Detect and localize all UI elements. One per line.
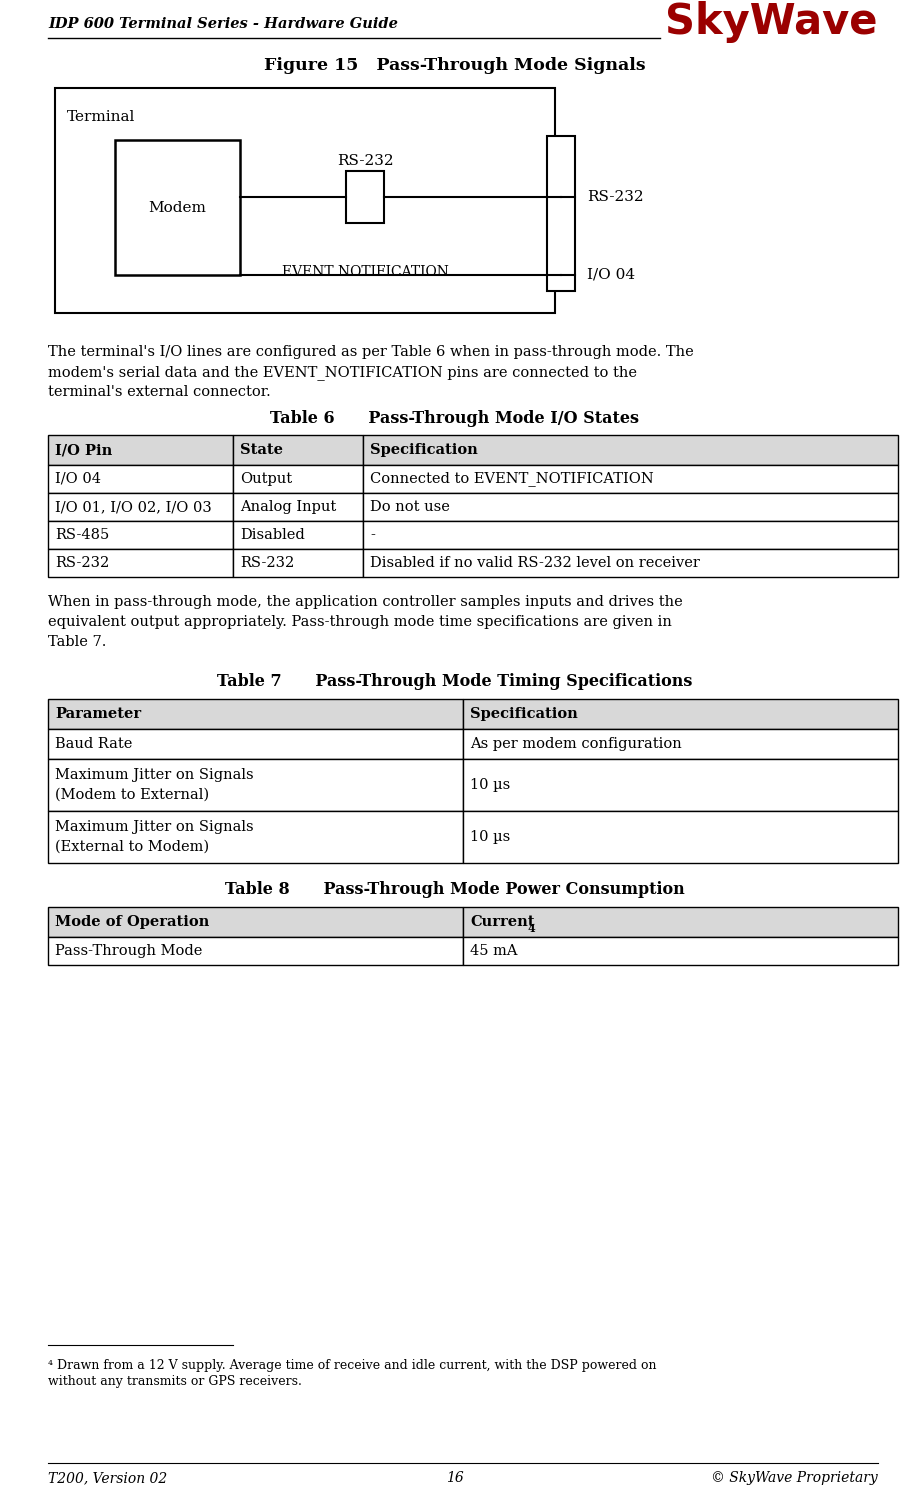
Text: ⁴ Drawn from a 12 V supply. Average time of receive and idle current, with the D: ⁴ Drawn from a 12 V supply. Average time… bbox=[48, 1359, 656, 1372]
Bar bbox=[48, 811, 463, 863]
Bar bbox=[363, 464, 898, 493]
Bar bbox=[233, 464, 363, 493]
Bar bbox=[55, 88, 555, 314]
Text: Parameter: Parameter bbox=[55, 708, 141, 721]
Text: Figure 15   Pass-Through Mode Signals: Figure 15 Pass-Through Mode Signals bbox=[264, 57, 646, 73]
Text: 16: 16 bbox=[446, 1471, 464, 1486]
Text: 10 µs: 10 µs bbox=[470, 778, 511, 791]
Bar bbox=[363, 434, 898, 464]
Bar bbox=[547, 136, 575, 291]
Bar bbox=[363, 549, 898, 576]
Bar bbox=[48, 908, 463, 938]
Text: Specification: Specification bbox=[470, 708, 578, 721]
Text: The terminal's I/O lines are configured as per Table 6 when in pass-through mode: The terminal's I/O lines are configured … bbox=[48, 345, 693, 358]
Text: Maximum Jitter on Signals
(Modem to External): Maximum Jitter on Signals (Modem to Exte… bbox=[55, 769, 254, 802]
Text: © SkyWave Proprietary: © SkyWave Proprietary bbox=[712, 1471, 878, 1486]
Text: Table 8      Pass-Through Mode Power Consumption: Table 8 Pass-Through Mode Power Consumpt… bbox=[225, 881, 685, 897]
Bar bbox=[233, 434, 363, 464]
Bar bbox=[233, 493, 363, 521]
Text: terminal's external connector.: terminal's external connector. bbox=[48, 385, 271, 399]
Text: State: State bbox=[240, 443, 283, 457]
Text: Modem: Modem bbox=[148, 200, 207, 215]
Text: without any transmits or GPS receivers.: without any transmits or GPS receivers. bbox=[48, 1375, 302, 1388]
Text: Output: Output bbox=[240, 472, 292, 487]
Text: IDP 600 Terminal Series - Hardware Guide: IDP 600 Terminal Series - Hardware Guide bbox=[48, 16, 398, 31]
Text: Disabled: Disabled bbox=[240, 529, 305, 542]
Text: Table 6      Pass-Through Mode I/O States: Table 6 Pass-Through Mode I/O States bbox=[270, 411, 640, 427]
Text: RS-232: RS-232 bbox=[240, 555, 294, 570]
Text: Analog Input: Analog Input bbox=[240, 500, 337, 514]
Text: 10 µs: 10 µs bbox=[470, 830, 511, 844]
Text: RS-485: RS-485 bbox=[55, 529, 109, 542]
Text: As per modem configuration: As per modem configuration bbox=[470, 738, 682, 751]
Bar bbox=[463, 938, 898, 964]
Text: Pass-Through Mode: Pass-Through Mode bbox=[55, 944, 202, 959]
Bar bbox=[48, 758, 463, 811]
Bar bbox=[463, 811, 898, 863]
Bar bbox=[48, 938, 463, 964]
Text: SkyWave: SkyWave bbox=[665, 1, 878, 43]
Bar bbox=[48, 464, 233, 493]
Text: Terminal: Terminal bbox=[67, 110, 136, 124]
Text: Disabled if no valid RS-232 level on receiver: Disabled if no valid RS-232 level on rec… bbox=[370, 555, 700, 570]
Text: Specification: Specification bbox=[370, 443, 478, 457]
Text: Table 7      Pass-Through Mode Timing Specifications: Table 7 Pass-Through Mode Timing Specifi… bbox=[217, 673, 693, 690]
Bar bbox=[233, 549, 363, 576]
Text: Baud Rate: Baud Rate bbox=[55, 738, 132, 751]
Bar bbox=[463, 729, 898, 758]
Text: I/O 01, I/O 02, I/O 03: I/O 01, I/O 02, I/O 03 bbox=[55, 500, 212, 514]
Text: I/O Pin: I/O Pin bbox=[55, 443, 112, 457]
Bar bbox=[48, 699, 463, 729]
Text: EVENT NOTIFICATION: EVENT NOTIFICATION bbox=[281, 264, 449, 279]
Text: T200, Version 02: T200, Version 02 bbox=[48, 1471, 167, 1486]
Text: I/O 04: I/O 04 bbox=[587, 269, 635, 282]
Text: 45 mA: 45 mA bbox=[470, 944, 518, 959]
Text: I/O 04: I/O 04 bbox=[55, 472, 101, 487]
Bar bbox=[48, 549, 233, 576]
Bar bbox=[463, 699, 898, 729]
Text: When in pass-through mode, the application controller samples inputs and drives : When in pass-through mode, the applicati… bbox=[48, 596, 682, 609]
Bar bbox=[363, 521, 898, 549]
Text: Maximum Jitter on Signals
(External to Modem): Maximum Jitter on Signals (External to M… bbox=[55, 820, 254, 854]
Text: -: - bbox=[370, 529, 375, 542]
Bar bbox=[48, 729, 463, 758]
Bar bbox=[48, 493, 233, 521]
Bar bbox=[115, 140, 240, 275]
Text: RS-232: RS-232 bbox=[337, 154, 393, 169]
Bar bbox=[363, 493, 898, 521]
Text: 4: 4 bbox=[528, 924, 536, 935]
Bar bbox=[233, 521, 363, 549]
Text: equivalent output appropriately. Pass-through mode time specifications are given: equivalent output appropriately. Pass-th… bbox=[48, 615, 672, 629]
Bar bbox=[463, 908, 898, 938]
Text: Table 7.: Table 7. bbox=[48, 635, 106, 649]
Text: Mode of Operation: Mode of Operation bbox=[55, 915, 209, 929]
Bar bbox=[48, 434, 233, 464]
Bar bbox=[48, 521, 233, 549]
Text: Do not use: Do not use bbox=[370, 500, 450, 514]
Text: RS-232: RS-232 bbox=[55, 555, 109, 570]
Text: Connected to EVENT_NOTIFICATION: Connected to EVENT_NOTIFICATION bbox=[370, 472, 653, 487]
Text: modem's serial data and the EVENT_NOTIFICATION pins are connected to the: modem's serial data and the EVENT_NOTIFI… bbox=[48, 364, 637, 379]
Bar bbox=[346, 172, 384, 222]
Text: RS-232: RS-232 bbox=[587, 190, 643, 205]
Text: Current: Current bbox=[470, 915, 534, 929]
Bar bbox=[463, 758, 898, 811]
